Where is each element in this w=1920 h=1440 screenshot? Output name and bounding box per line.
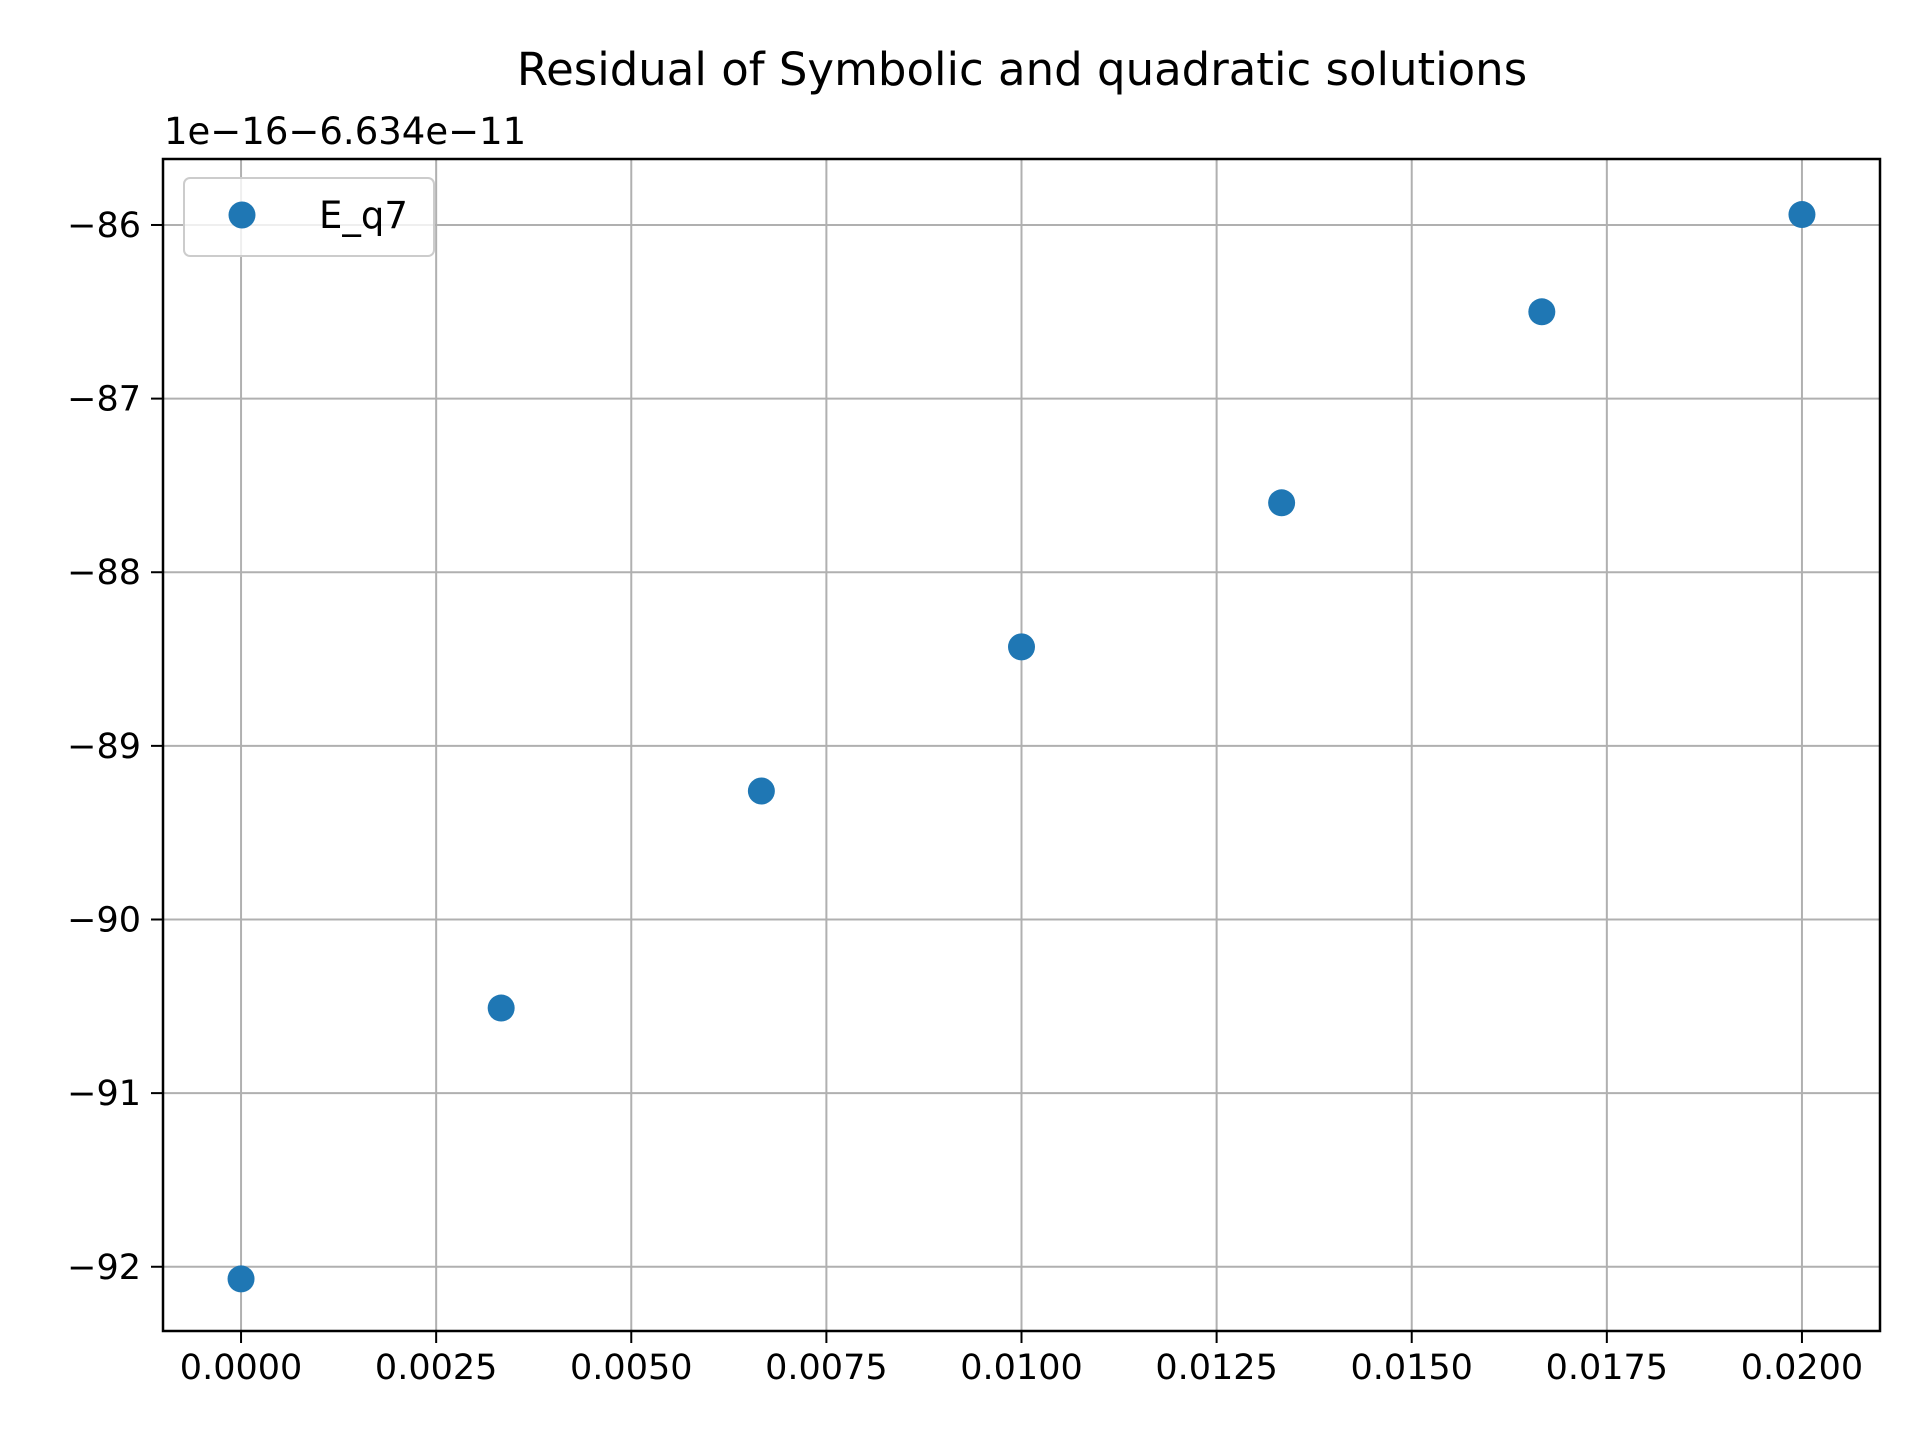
y-axis-offset-label: 1e−16−6.634e−11 xyxy=(164,110,526,153)
x-tick-label: 0.0200 xyxy=(1741,1348,1863,1388)
data-point xyxy=(1008,633,1035,661)
y-tick-label: −87 xyxy=(67,380,141,420)
legend-box xyxy=(183,177,435,257)
x-tick-label: 0.0050 xyxy=(570,1348,692,1388)
x-tick-label: 0.0100 xyxy=(960,1348,1082,1388)
data-point xyxy=(1268,489,1296,517)
y-tick-label: −92 xyxy=(67,1248,141,1288)
data-point xyxy=(1788,201,1816,229)
legend-marker xyxy=(228,201,256,229)
data-point xyxy=(747,777,775,805)
legend: E_q7 xyxy=(183,177,435,257)
x-tick-label: 0.0150 xyxy=(1350,1348,1472,1388)
y-tick-label: −90 xyxy=(67,900,141,940)
x-axis: 0.0000 0.0025 0.0050 0.0075 0.0100 0.0125 0.01… xyxy=(180,1331,1863,1388)
data-point xyxy=(1528,298,1556,326)
data-point xyxy=(227,1265,255,1293)
x-tick-label: 0.0000 xyxy=(180,1348,302,1388)
data-point xyxy=(487,994,515,1022)
chart-title: Residual of Symbolic and quadratic solut… xyxy=(517,43,1527,96)
x-tick-label: 0.0025 xyxy=(375,1348,497,1388)
plot-frame xyxy=(161,157,1882,1333)
y-axis: −92 −91 −90 −89 −88 −87 −86 xyxy=(67,206,163,1288)
data-points xyxy=(227,201,1816,1293)
y-tick-label: −91 xyxy=(67,1074,141,1114)
x-tick-label: 0.0075 xyxy=(765,1348,887,1388)
grid-lines xyxy=(163,159,1880,1331)
y-tick-label: −88 xyxy=(67,553,141,593)
x-tick-label: 0.0175 xyxy=(1546,1348,1668,1388)
legend-label-e-q7: E_q7 xyxy=(319,194,408,237)
y-tick-label: −89 xyxy=(67,727,141,767)
y-tick-label: −86 xyxy=(67,206,141,246)
x-tick-label: 0.0125 xyxy=(1155,1348,1277,1388)
